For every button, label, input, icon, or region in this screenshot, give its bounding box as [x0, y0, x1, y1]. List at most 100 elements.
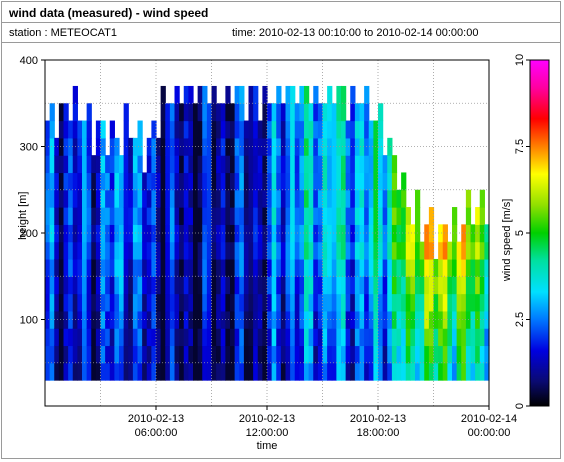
heatmap-cell: [169, 137, 176, 156]
heatmap-cell: [49, 328, 55, 347]
heatmap-cell: [308, 120, 314, 139]
heatmap-cell: [132, 207, 139, 225]
colorbar-tick-label: 2.5: [514, 312, 526, 327]
heatmap-cell: [137, 276, 143, 295]
heatmap-cell: [280, 224, 287, 243]
heatmap-cell: [68, 189, 74, 208]
heatmap-cell: [54, 293, 60, 312]
heatmap-cell: [54, 258, 60, 277]
heatmap-cell: [387, 137, 393, 156]
heatmap-cell: [234, 155, 240, 174]
heatmap-cell: [142, 328, 148, 347]
heatmap-cell: [220, 189, 226, 208]
heatmap-cell: [183, 155, 189, 174]
heatmap-cell: [465, 362, 472, 381]
heatmap-cell: [391, 310, 398, 329]
heatmap-cell: [364, 120, 370, 139]
heatmap-cell: [382, 293, 388, 312]
heatmap-cell: [276, 137, 282, 156]
heatmap-cell: [95, 328, 102, 347]
heatmap-cell: [317, 328, 324, 347]
heatmap-cell: [45, 258, 51, 277]
heatmap-cell: [479, 293, 485, 312]
heatmap-cell: [239, 328, 245, 347]
heatmap-cell: [243, 293, 250, 312]
heatmap-cell: [95, 155, 102, 174]
heatmap-cell: [428, 362, 435, 381]
heatmap-cell: [188, 293, 194, 312]
heatmap-cell: [359, 258, 365, 277]
heatmap-cell: [82, 258, 88, 277]
heatmap-cell: [211, 345, 217, 364]
heatmap-cell: [58, 293, 65, 312]
heatmap-cell: [299, 276, 305, 295]
heatmap-cell: [114, 189, 120, 208]
heatmap-cell: [211, 155, 217, 174]
heatmap-cell: [285, 207, 291, 225]
heatmap-cell: [313, 120, 319, 139]
heatmap-cell: [179, 293, 185, 312]
heatmap-cell: [63, 328, 69, 347]
heatmap-cell: [364, 172, 370, 191]
heatmap-cell: [202, 172, 208, 191]
heatmap-cell: [239, 103, 245, 122]
heatmap-cell: [433, 362, 439, 381]
heatmap-cell: [354, 103, 361, 122]
heatmap-cell: [193, 293, 199, 312]
heatmap-cell: [72, 172, 78, 191]
heatmap-cell: [267, 276, 273, 295]
station-label: station : METEOCAT1: [9, 27, 117, 39]
heatmap-cell: [285, 85, 291, 104]
heatmap-cell: [54, 155, 60, 174]
heatmap-cell: [387, 310, 393, 329]
heatmap-cell: [438, 362, 444, 381]
heatmap-cell: [142, 345, 148, 364]
heatmap-cell: [364, 103, 370, 122]
heatmap-cell: [165, 258, 171, 277]
heatmap-cell: [294, 328, 300, 347]
heatmap-cell: [317, 103, 324, 122]
heatmap-cell: [290, 85, 296, 104]
heatmap-cell: [230, 276, 236, 295]
heatmap-cell: [396, 258, 402, 277]
heatmap-cell: [368, 241, 374, 260]
heatmap-cell: [54, 137, 60, 156]
heatmap-cell: [216, 345, 222, 364]
heatmap-cell: [82, 189, 88, 208]
heatmap-cell: [100, 155, 106, 174]
heatmap-cell: [146, 258, 152, 277]
heatmap-cell: [317, 207, 324, 225]
heatmap-cell: [456, 345, 462, 364]
heatmap-cell: [470, 310, 476, 329]
heatmap-cell: [322, 241, 328, 260]
heatmap-cell: [419, 362, 425, 381]
heatmap-cell: [271, 241, 277, 260]
heatmap-cell: [391, 362, 398, 381]
heatmap-cell: [95, 189, 102, 208]
heatmap-cell: [211, 172, 217, 191]
heatmap-cell: [137, 345, 143, 364]
heatmap-cell: [257, 207, 263, 225]
heatmap-cell: [54, 189, 60, 208]
heatmap-cell: [253, 345, 259, 364]
heatmap-cell: [345, 172, 351, 191]
heatmap-cell: [248, 137, 254, 156]
heatmap-cell: [119, 155, 125, 174]
heatmap-cell: [359, 328, 365, 347]
heatmap-cell: [401, 345, 407, 364]
heatmap-cell: [368, 310, 374, 329]
heatmap-cell: [438, 224, 444, 243]
heatmap-cell: [243, 276, 250, 295]
heatmap-cell: [239, 258, 245, 277]
heatmap-cell: [359, 207, 365, 225]
heatmap-cell: [109, 276, 115, 295]
heatmap-cell: [262, 120, 268, 139]
heatmap-cell: [271, 155, 277, 174]
heatmap-cell: [123, 328, 129, 347]
heatmap-cell: [239, 362, 245, 381]
heatmap-cell: [206, 310, 213, 329]
heatmap-cell: [387, 362, 393, 381]
heatmap-cell: [470, 293, 476, 312]
heatmap-cell: [216, 103, 222, 122]
heatmap-cell: [401, 276, 407, 295]
